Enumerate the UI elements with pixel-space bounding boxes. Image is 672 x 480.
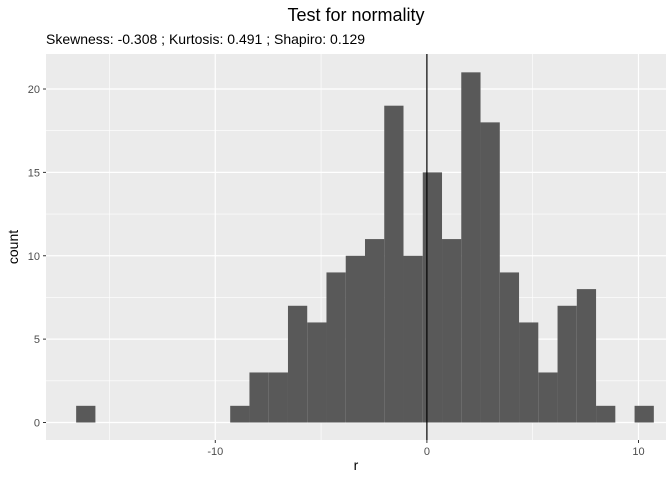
histogram-bar: [307, 322, 327, 423]
histogram-bar: [326, 272, 346, 423]
chart-subtitle: Skewness: -0.308 ; Kurtosis: 0.491 ; Sha…: [46, 31, 365, 47]
histogram-bar: [596, 405, 616, 423]
x-tick-label: 0: [424, 446, 430, 458]
histogram-bar: [403, 255, 423, 423]
y-tick-label: 10: [28, 251, 40, 263]
chart-title: Test for normality: [287, 5, 424, 25]
histogram-bar: [230, 405, 250, 423]
y-tick-label: 0: [34, 417, 40, 429]
histogram-bar: [576, 289, 597, 423]
histogram-bar: [384, 105, 404, 423]
histogram-bar: [538, 372, 558, 423]
histogram-bar: [480, 122, 500, 423]
y-tick-label: 20: [28, 84, 40, 96]
x-axis: -10 0 10: [207, 440, 645, 458]
histogram-bar: [557, 305, 577, 423]
x-tick-label: -10: [207, 446, 223, 458]
histogram-bars: [76, 72, 654, 423]
histogram-bar: [287, 305, 308, 423]
histogram-bar: [345, 255, 365, 423]
y-axis: 0 5 10 15 20: [28, 84, 46, 429]
histogram-bar: [249, 372, 269, 423]
histogram-bar: [634, 405, 654, 423]
histogram-bar: [461, 72, 481, 423]
histogram-bar: [422, 172, 443, 423]
histogram-bar: [519, 322, 539, 423]
histogram-bar: [442, 239, 462, 423]
histogram-bar: [364, 239, 385, 423]
y-tick-label: 5: [34, 334, 40, 346]
x-tick-label: 10: [632, 446, 644, 458]
histogram-bar: [268, 372, 288, 423]
y-tick-label: 15: [28, 167, 40, 179]
histogram-bar: [76, 405, 96, 423]
histogram-bar: [499, 272, 520, 423]
x-axis-title: r: [354, 457, 359, 473]
y-axis-title: count: [5, 230, 21, 264]
